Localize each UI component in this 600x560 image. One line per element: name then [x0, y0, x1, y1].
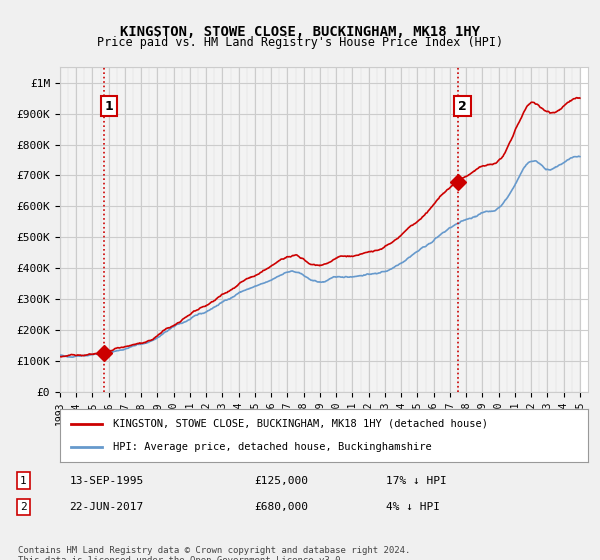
Text: £680,000: £680,000	[254, 502, 308, 512]
Text: £125,000: £125,000	[254, 476, 308, 486]
Text: 1: 1	[20, 476, 27, 486]
Text: HPI: Average price, detached house, Buckinghamshire: HPI: Average price, detached house, Buck…	[113, 442, 431, 452]
Text: 17% ↓ HPI: 17% ↓ HPI	[386, 476, 447, 486]
Text: Contains HM Land Registry data © Crown copyright and database right 2024.
This d: Contains HM Land Registry data © Crown c…	[18, 546, 410, 560]
Text: KINGSTON, STOWE CLOSE, BUCKINGHAM, MK18 1HY: KINGSTON, STOWE CLOSE, BUCKINGHAM, MK18 …	[120, 25, 480, 39]
Text: 4% ↓ HPI: 4% ↓ HPI	[386, 502, 440, 512]
Text: KINGSTON, STOWE CLOSE, BUCKINGHAM, MK18 1HY (detached house): KINGSTON, STOWE CLOSE, BUCKINGHAM, MK18 …	[113, 419, 488, 429]
Text: 2: 2	[458, 100, 467, 113]
Text: 1: 1	[104, 100, 113, 113]
Text: 22-JUN-2017: 22-JUN-2017	[70, 502, 144, 512]
Text: 2: 2	[20, 502, 27, 512]
Text: Price paid vs. HM Land Registry's House Price Index (HPI): Price paid vs. HM Land Registry's House …	[97, 36, 503, 49]
Text: 13-SEP-1995: 13-SEP-1995	[70, 476, 144, 486]
